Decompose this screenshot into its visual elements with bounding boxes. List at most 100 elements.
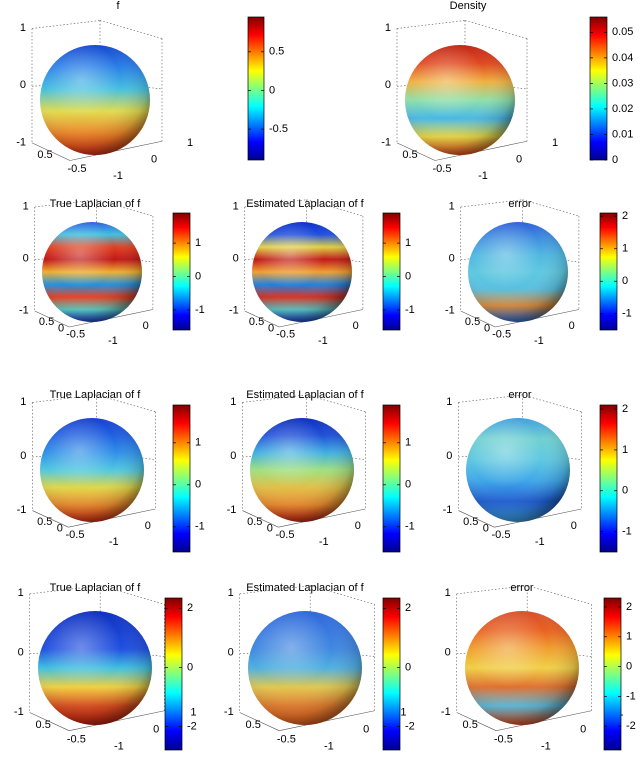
panel-title: Estimated Laplacian of f [246, 198, 364, 210]
sphere-shading [40, 418, 144, 522]
box-edge [306, 452, 366, 460]
x-tick-label: 0 [268, 322, 274, 334]
colorbar-tick-label: 0.5 [269, 46, 284, 58]
colorbar-tick-label: 0 [195, 479, 201, 491]
z-tick-label: -1 [16, 136, 26, 148]
y-tick-label: 1 [400, 706, 406, 718]
z-tick-label: 1 [230, 396, 236, 408]
y-tick-label: -1 [534, 335, 544, 347]
sphere-shading [248, 611, 362, 725]
y-tick-label: 0 [145, 520, 151, 532]
box-edge [306, 199, 363, 217]
axis-line [396, 142, 436, 161]
x-tick-label: 0 [57, 523, 63, 535]
sphere-shading [465, 611, 579, 725]
colorbar-tick-label: -1 [622, 308, 632, 320]
z-tick-label: 1 [23, 200, 29, 212]
colorbar-tick-label: -1 [405, 521, 415, 533]
z-tick-label: 1 [385, 22, 391, 34]
colorbar-tick-label: 0 [187, 661, 193, 673]
axis-line [31, 142, 71, 161]
axis-line [458, 510, 495, 528]
colorbar-tick-label: 0.05 [612, 26, 633, 38]
axis-line [434, 140, 528, 161]
colorbar-tick-label: 0.02 [612, 103, 633, 115]
colorbar-tick-label: -1 [626, 690, 636, 702]
colorbar-tick-label: 0 [612, 154, 618, 166]
colorbar-tick-label: -1 [405, 304, 415, 316]
z-tick-label: 0 [20, 79, 26, 91]
box-edge [456, 585, 528, 595]
y-tick-label: 0 [569, 320, 575, 332]
sphere-shading [405, 45, 515, 155]
box-edge [522, 199, 579, 217]
colorbar-tick-label: -2 [626, 720, 636, 732]
x-tick-label: -0.5 [277, 733, 296, 745]
y-tick-label: 0 [353, 320, 359, 332]
x-tick-label: 0.5 [463, 516, 478, 528]
panel-title: True Laplacian of f [50, 582, 142, 594]
x-tick-label: 0.5 [247, 516, 262, 528]
y-tick-label: -1 [478, 170, 488, 182]
z-tick-label: 1 [449, 200, 455, 212]
z-tick-label: 0 [449, 252, 455, 264]
box-edge [32, 394, 97, 403]
box-edge [96, 199, 153, 217]
colorbar [247, 16, 265, 161]
z-tick-label: 0 [385, 79, 391, 91]
y-tick-label: -1 [324, 741, 334, 753]
panel-title: error [508, 389, 532, 401]
z-tick-label: -1 [441, 706, 451, 718]
axis-line [279, 309, 363, 328]
colorbar [164, 597, 183, 751]
box-edge [31, 20, 101, 29]
y-tick-label: 0 [151, 153, 157, 165]
y-tick-label: -1 [108, 335, 118, 347]
axis-line [495, 309, 579, 328]
colorbar-tick-label: 0.01 [612, 128, 633, 140]
x-tick-label: -0.5 [276, 329, 295, 341]
z-tick-label: -1 [14, 706, 24, 718]
colorbar-tick-label: -1 [195, 304, 205, 316]
z-tick-label: 0 [445, 647, 451, 659]
x-tick-label: 0 [484, 322, 490, 334]
colorbar-tick-label: -0.5 [269, 123, 288, 135]
z-tick-label: 1 [445, 587, 451, 599]
y-tick-label: 1 [187, 137, 193, 149]
y-tick-label: -1 [319, 536, 329, 548]
colorbar-tick-label: -1 [195, 521, 205, 533]
x-tick-label: 0.5 [402, 149, 417, 161]
box-edge [239, 585, 311, 595]
axis-line [29, 712, 70, 731]
y-tick-label: -1 [541, 741, 551, 753]
colorbar-tick-label: 1 [626, 631, 632, 643]
axis-line [460, 310, 496, 328]
colorbar-tick-label: 1 [195, 237, 201, 249]
y-tick-label: 0 [355, 520, 361, 532]
axis-line [69, 710, 165, 731]
z-tick-label: 1 [446, 396, 452, 408]
z-tick-label: 0 [228, 647, 234, 659]
y-tick-label: -1 [535, 536, 545, 548]
x-tick-label: 0 [58, 322, 64, 334]
colorbar-tick-label: 1 [622, 243, 628, 255]
sphere-shading [40, 45, 150, 155]
colorbar-tick-label: 1 [405, 237, 411, 249]
y-tick-label: 0 [580, 724, 586, 736]
y-tick-label: -1 [109, 536, 119, 548]
x-tick-label: 0.5 [465, 316, 480, 328]
z-tick-label: 0 [233, 252, 239, 264]
z-tick-label: 1 [18, 587, 24, 599]
colorbar-tick-label: -2 [405, 720, 415, 732]
box-edge [396, 20, 466, 29]
z-tick-label: 1 [20, 396, 26, 408]
axis-line [68, 508, 156, 528]
x-tick-label: 0.5 [463, 719, 478, 731]
colorbar-tick-label: 2 [626, 601, 632, 613]
x-tick-label: -0.5 [494, 733, 513, 745]
colorbar [599, 404, 618, 553]
colorbar-tick-label: 0 [626, 660, 632, 672]
colorbar [382, 404, 401, 553]
axis-line [278, 508, 366, 528]
